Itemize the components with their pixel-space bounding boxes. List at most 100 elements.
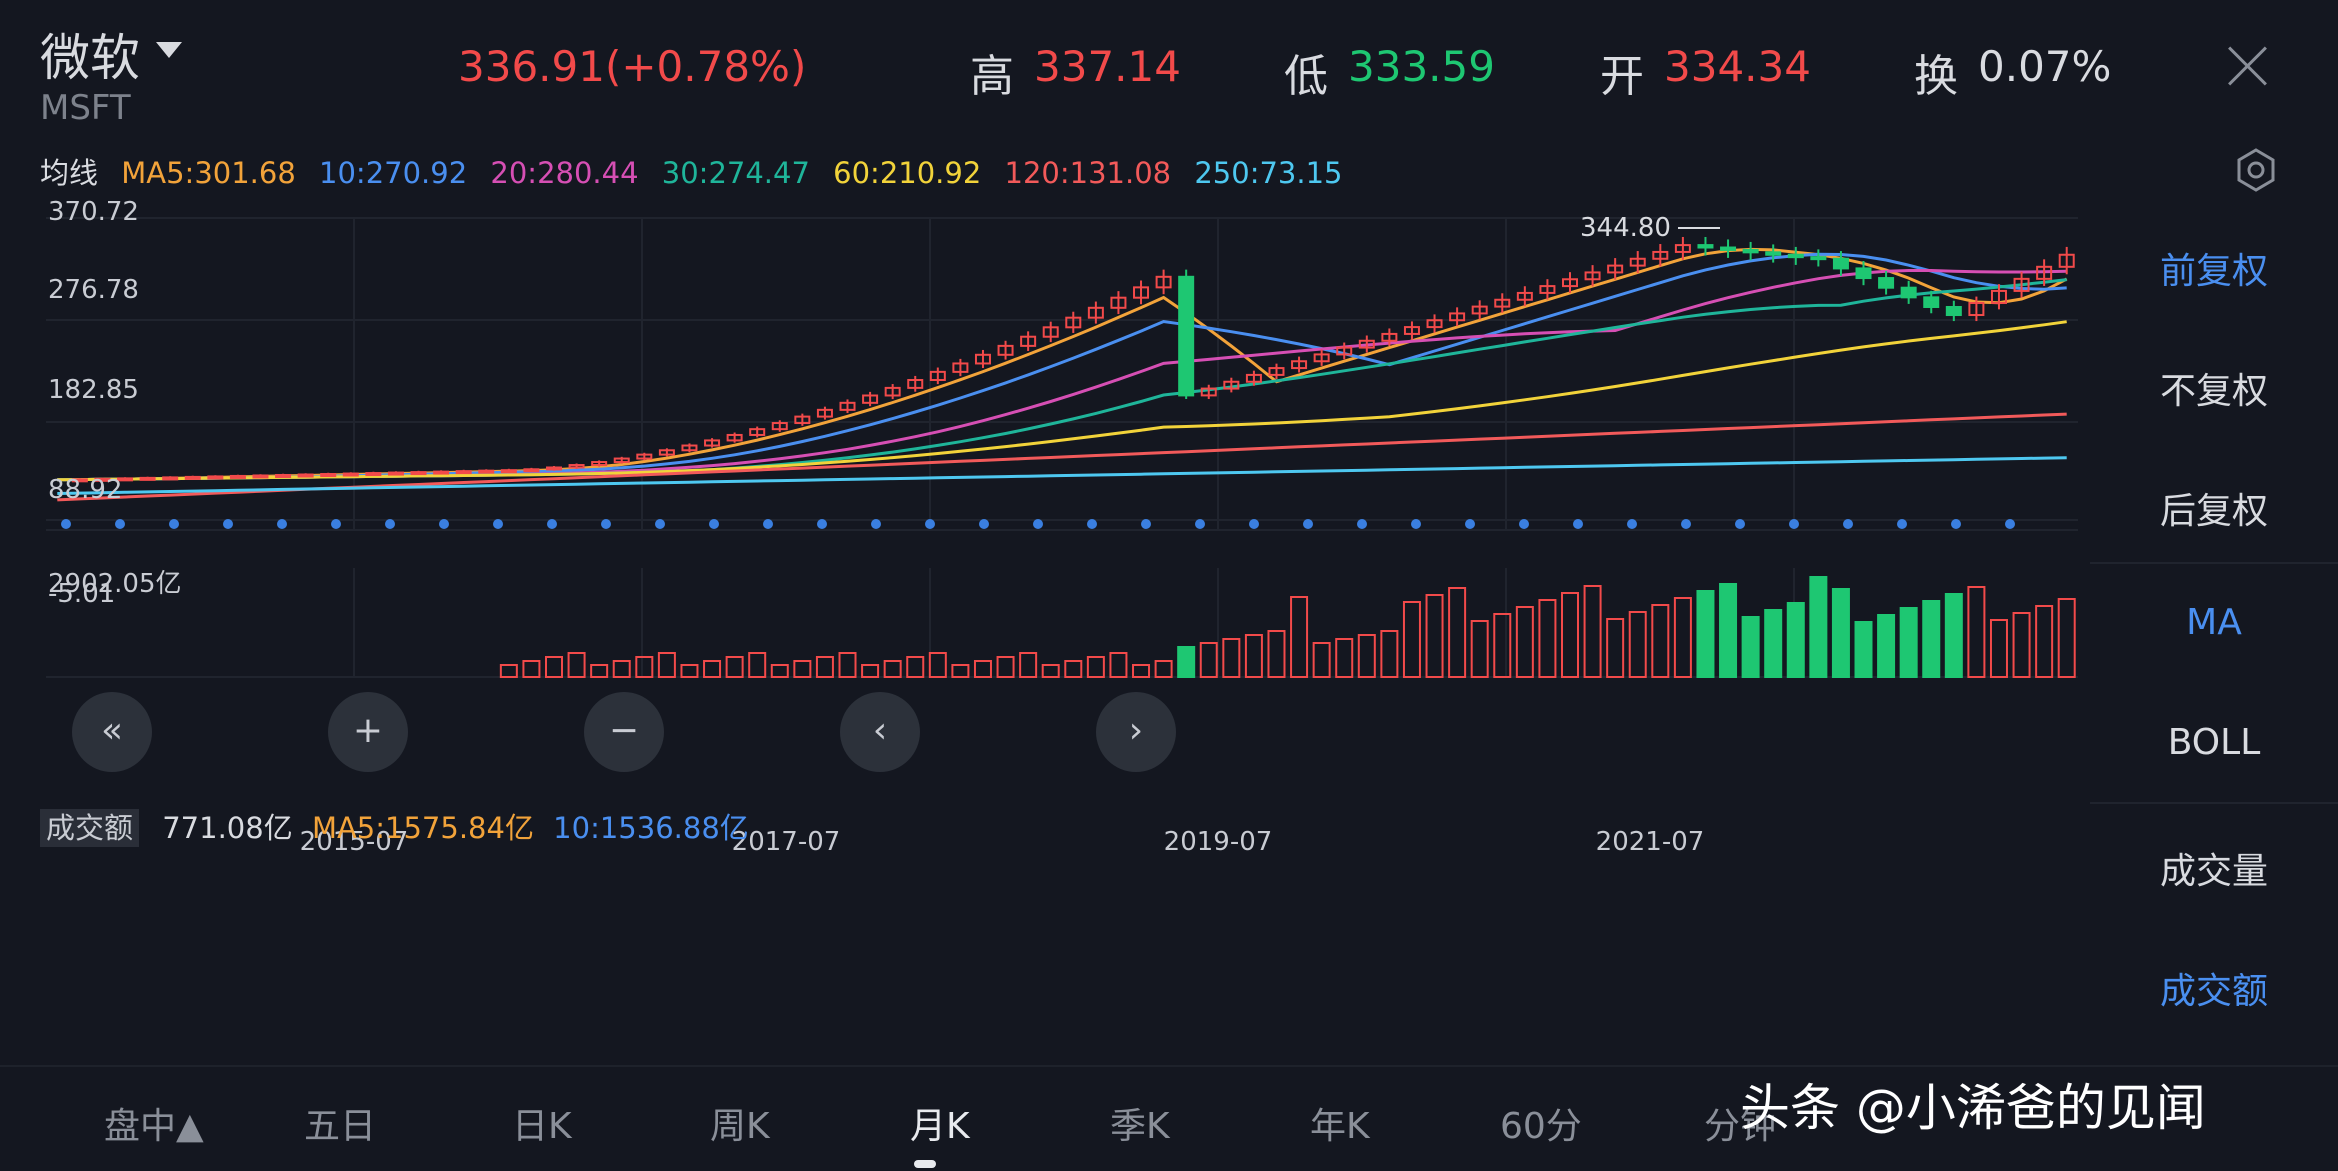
- price-tick-label: 182.85: [48, 375, 139, 405]
- volume-bar: [1967, 586, 1986, 678]
- scroll-dot: [1249, 519, 1259, 529]
- high-label: 高: [970, 51, 1014, 102]
- tab-minute[interactable]: 分钟: [1704, 1106, 1777, 1147]
- candle-body: [2058, 253, 2075, 268]
- volume-bar: [1222, 638, 1241, 678]
- volume-bar: [838, 652, 857, 678]
- volume-bar: [1244, 634, 1263, 678]
- candle-body: [1765, 251, 1782, 256]
- candle-body: [162, 476, 179, 481]
- volume-bar: [815, 656, 834, 678]
- candle-body: [1923, 296, 1940, 308]
- volume-bar: [2035, 605, 2054, 678]
- candle-body: [1516, 291, 1533, 301]
- volume-bar: [1899, 607, 1918, 678]
- volume-bar: [1493, 613, 1512, 678]
- tab-quarter-k[interactable]: 季K: [1110, 1106, 1170, 1147]
- candle-body: [2013, 277, 2030, 292]
- volume-bar: [1877, 614, 1896, 678]
- volume-bar: [1764, 609, 1783, 678]
- candle-body: [1155, 275, 1172, 289]
- candle-body: [1449, 312, 1466, 322]
- volume-bar: [1470, 620, 1489, 678]
- candle-body: [1674, 244, 1691, 253]
- scroll-dot: [1735, 519, 1745, 529]
- option-turnover[interactable]: 成交额: [2159, 971, 2268, 1012]
- option-volume[interactable]: 成交量: [2159, 851, 2268, 892]
- candle-body: [1810, 256, 1827, 261]
- candle-body: [546, 466, 562, 471]
- close-icon[interactable]: [2226, 44, 2270, 88]
- zoom-in-button[interactable]: +: [328, 692, 408, 772]
- price-tick-label: -5.01: [48, 579, 115, 609]
- stock-name[interactable]: 微软: [40, 29, 140, 87]
- candle-body: [365, 472, 382, 477]
- scroll-dot: [1627, 519, 1637, 529]
- option-forward-adjust[interactable]: 前复权: [2159, 251, 2268, 292]
- tab-day-k[interactable]: 日K: [512, 1106, 572, 1147]
- x-tick-label: 2021-07: [1596, 827, 1705, 857]
- option-no-adjust[interactable]: 不复权: [2159, 371, 2268, 412]
- candle-body: [207, 475, 224, 480]
- candle-body: [997, 344, 1014, 356]
- candle-body: [1426, 319, 1443, 329]
- tab-week-k[interactable]: 周K: [710, 1106, 770, 1147]
- candle-body: [1065, 316, 1082, 329]
- ma30-value: 30:274.47: [661, 156, 810, 190]
- candle-body: [387, 471, 404, 476]
- ma120-value: 120:131.08: [1004, 156, 1172, 190]
- candle-body: [1832, 257, 1849, 270]
- candle-body: [71, 478, 88, 483]
- candle-body: [1607, 264, 1624, 274]
- active-tab-indicator: [914, 1160, 936, 1168]
- candle-body: [952, 362, 969, 373]
- tab-year-k[interactable]: 年K: [1310, 1106, 1370, 1147]
- low-value: 333.59: [1348, 42, 1495, 91]
- rewind-button[interactable]: «: [72, 692, 152, 772]
- candle-body: [1945, 305, 1962, 317]
- candle-body: [1855, 267, 1872, 280]
- candle-body: [658, 449, 675, 456]
- scroll-dot: [1573, 519, 1583, 529]
- volume-bar: [748, 652, 767, 678]
- chevron-down-icon[interactable]: [156, 42, 182, 58]
- scroll-dot: [385, 519, 395, 529]
- x-tick-label: 2019-07: [1164, 827, 1273, 857]
- scroll-dot: [547, 519, 557, 529]
- candle-body: [1652, 250, 1669, 260]
- zoom-out-button[interactable]: −: [584, 692, 664, 772]
- option-backward-adjust[interactable]: 后复权: [2159, 491, 2268, 532]
- volume-bar: [1267, 630, 1286, 678]
- option-boll[interactable]: BOLL: [2167, 722, 2261, 763]
- tab-month-k[interactable]: 月K: [910, 1106, 970, 1147]
- candle-body: [342, 472, 359, 477]
- settings-icon[interactable]: [2232, 146, 2280, 194]
- volume-value: 771.08亿: [162, 811, 293, 845]
- volume-bar: [1380, 630, 1399, 678]
- candle-body: [1697, 244, 1714, 249]
- tab-five-day[interactable]: 五日: [304, 1106, 377, 1147]
- candle-body: [184, 475, 201, 480]
- tab-60min[interactable]: 60分: [1500, 1106, 1582, 1147]
- candle-body: [862, 394, 879, 404]
- scroll-dot: [1789, 519, 1799, 529]
- open-label: 开: [1600, 51, 1644, 102]
- scroll-dot: [439, 519, 449, 529]
- volume-bars: [499, 576, 2076, 678]
- scroll-dot: [61, 519, 71, 529]
- scroll-right-button[interactable]: ›: [1096, 692, 1176, 772]
- candle-body: [1381, 332, 1398, 342]
- tab-intraday[interactable]: 盘中▲: [104, 1106, 204, 1147]
- candle-body: [1742, 248, 1759, 254]
- option-ma[interactable]: MA: [2186, 602, 2242, 643]
- volume-bar: [951, 664, 970, 678]
- candle-body: [1133, 286, 1150, 299]
- scroll-left-button[interactable]: ‹: [840, 692, 920, 772]
- volume-label[interactable]: 成交额: [40, 809, 140, 847]
- low-label: 低: [1284, 51, 1328, 102]
- volume-bar: [1538, 599, 1557, 678]
- candle-body: [500, 469, 517, 474]
- volume-bar: [1944, 593, 1963, 678]
- candle-body: [1900, 286, 1917, 299]
